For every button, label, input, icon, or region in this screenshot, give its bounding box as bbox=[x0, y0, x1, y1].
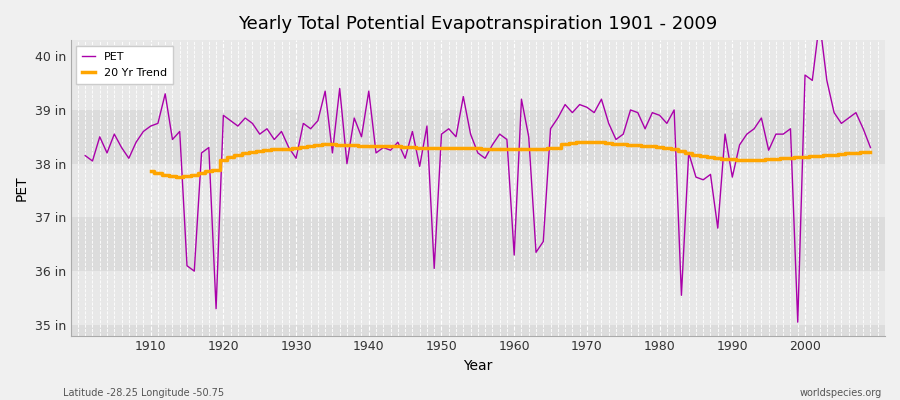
Bar bbox=[71, 164, 885, 217]
Line: PET: PET bbox=[86, 21, 870, 322]
Line: 20 Yr Trend: 20 Yr Trend bbox=[150, 142, 870, 176]
PET bbox=[596, 97, 607, 102]
Bar bbox=[71, 110, 885, 164]
Y-axis label: PET: PET bbox=[15, 175, 29, 201]
Bar bbox=[71, 40, 885, 56]
PET bbox=[342, 161, 353, 166]
20 Yr Trend bbox=[843, 151, 854, 156]
PET bbox=[501, 137, 512, 142]
X-axis label: Year: Year bbox=[464, 359, 492, 373]
PET bbox=[865, 145, 876, 150]
20 Yr Trend bbox=[865, 150, 876, 154]
Text: Latitude -28.25 Longitude -50.75: Latitude -28.25 Longitude -50.75 bbox=[63, 388, 224, 398]
PET bbox=[508, 253, 519, 258]
20 Yr Trend bbox=[523, 147, 534, 152]
20 Yr Trend bbox=[581, 139, 592, 144]
20 Yr Trend bbox=[589, 139, 599, 144]
PET bbox=[138, 129, 148, 134]
Bar bbox=[71, 217, 885, 271]
20 Yr Trend bbox=[822, 153, 832, 158]
Text: worldspecies.org: worldspecies.org bbox=[800, 388, 882, 398]
20 Yr Trend bbox=[145, 168, 156, 173]
PET bbox=[814, 19, 825, 24]
Title: Yearly Total Potential Evapotranspiration 1901 - 2009: Yearly Total Potential Evapotranspiratio… bbox=[238, 15, 717, 33]
Bar bbox=[71, 325, 885, 336]
20 Yr Trend bbox=[175, 174, 185, 179]
PET bbox=[80, 153, 91, 158]
20 Yr Trend bbox=[320, 142, 330, 147]
Legend: PET, 20 Yr Trend: PET, 20 Yr Trend bbox=[76, 46, 173, 84]
20 Yr Trend bbox=[291, 146, 302, 150]
PET bbox=[298, 121, 309, 126]
PET bbox=[792, 320, 803, 324]
Bar bbox=[71, 271, 885, 325]
Bar bbox=[71, 56, 885, 110]
